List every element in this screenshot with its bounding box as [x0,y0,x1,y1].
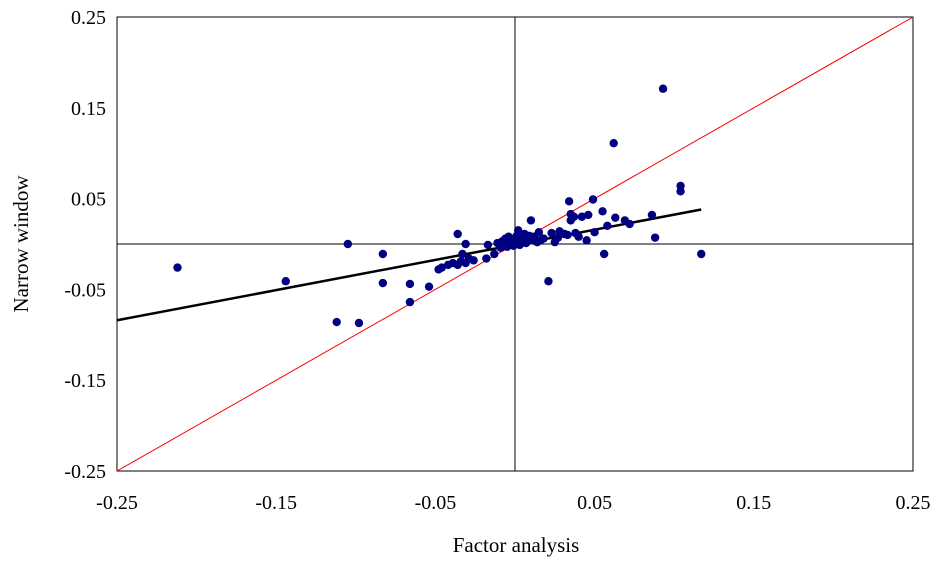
data-point [676,181,685,191]
data-point [483,240,493,250]
data-point [539,234,548,243]
data-points [173,84,706,328]
data-point [343,239,353,249]
y-tick-label: 0.15 [71,98,106,120]
data-point [547,228,556,238]
data-point [513,226,523,235]
data-point [490,249,499,259]
data-point [461,239,470,249]
y-axis-tick-labels: -0.25 -0.15 -0.05 0.05 0.15 0.25 [64,7,106,483]
data-point [647,210,657,220]
data-point [564,197,574,206]
data-point [625,219,634,229]
data-point [609,139,618,148]
data-point [563,230,572,240]
data-point [281,277,290,286]
x-tick-label: -0.05 [415,492,457,514]
data-point [697,249,706,259]
data-point [658,84,668,93]
data-point [332,317,341,327]
data-point [405,297,415,307]
data-point [173,263,182,272]
data-point [534,227,544,237]
data-point [405,279,415,289]
data-point [526,216,536,225]
data-point [574,232,583,241]
y-tick-label: -0.15 [64,370,106,392]
data-point [544,277,553,286]
data-point [588,195,598,204]
data-point [469,256,478,265]
data-point [378,249,388,259]
data-point [611,213,620,222]
plot-area [116,16,914,472]
data-point [482,254,491,263]
x-tick-label: 0.05 [577,492,612,514]
x-tick-label: 0.25 [896,492,931,514]
data-point [584,210,593,220]
x-tick-label: -0.25 [96,492,138,514]
data-point [424,282,434,291]
data-point [378,278,388,288]
y-tick-label: 0.05 [71,189,106,211]
data-point [598,207,607,216]
y-tick-label: 0.25 [71,7,106,29]
data-point [453,229,462,239]
data-point [577,212,587,221]
y-axis-title: Narrow window [9,175,33,313]
x-axis-tick-labels: -0.25 -0.15 -0.05 0.05 0.15 0.25 [96,492,930,514]
data-point [437,263,446,272]
data-point [553,233,563,242]
data-point [496,243,505,252]
x-axis-title: Factor analysis [453,533,580,557]
data-point [599,249,609,259]
y-tick-label: -0.05 [64,279,106,301]
data-point [458,249,467,259]
data-point [650,233,660,242]
data-point [354,318,364,328]
y-tick-label: -0.25 [64,461,106,483]
data-point [603,221,612,231]
x-tick-label: 0.15 [736,492,771,514]
data-point [569,212,579,221]
data-point [582,236,591,245]
data-point [590,227,599,237]
x-tick-label: -0.15 [255,492,297,514]
